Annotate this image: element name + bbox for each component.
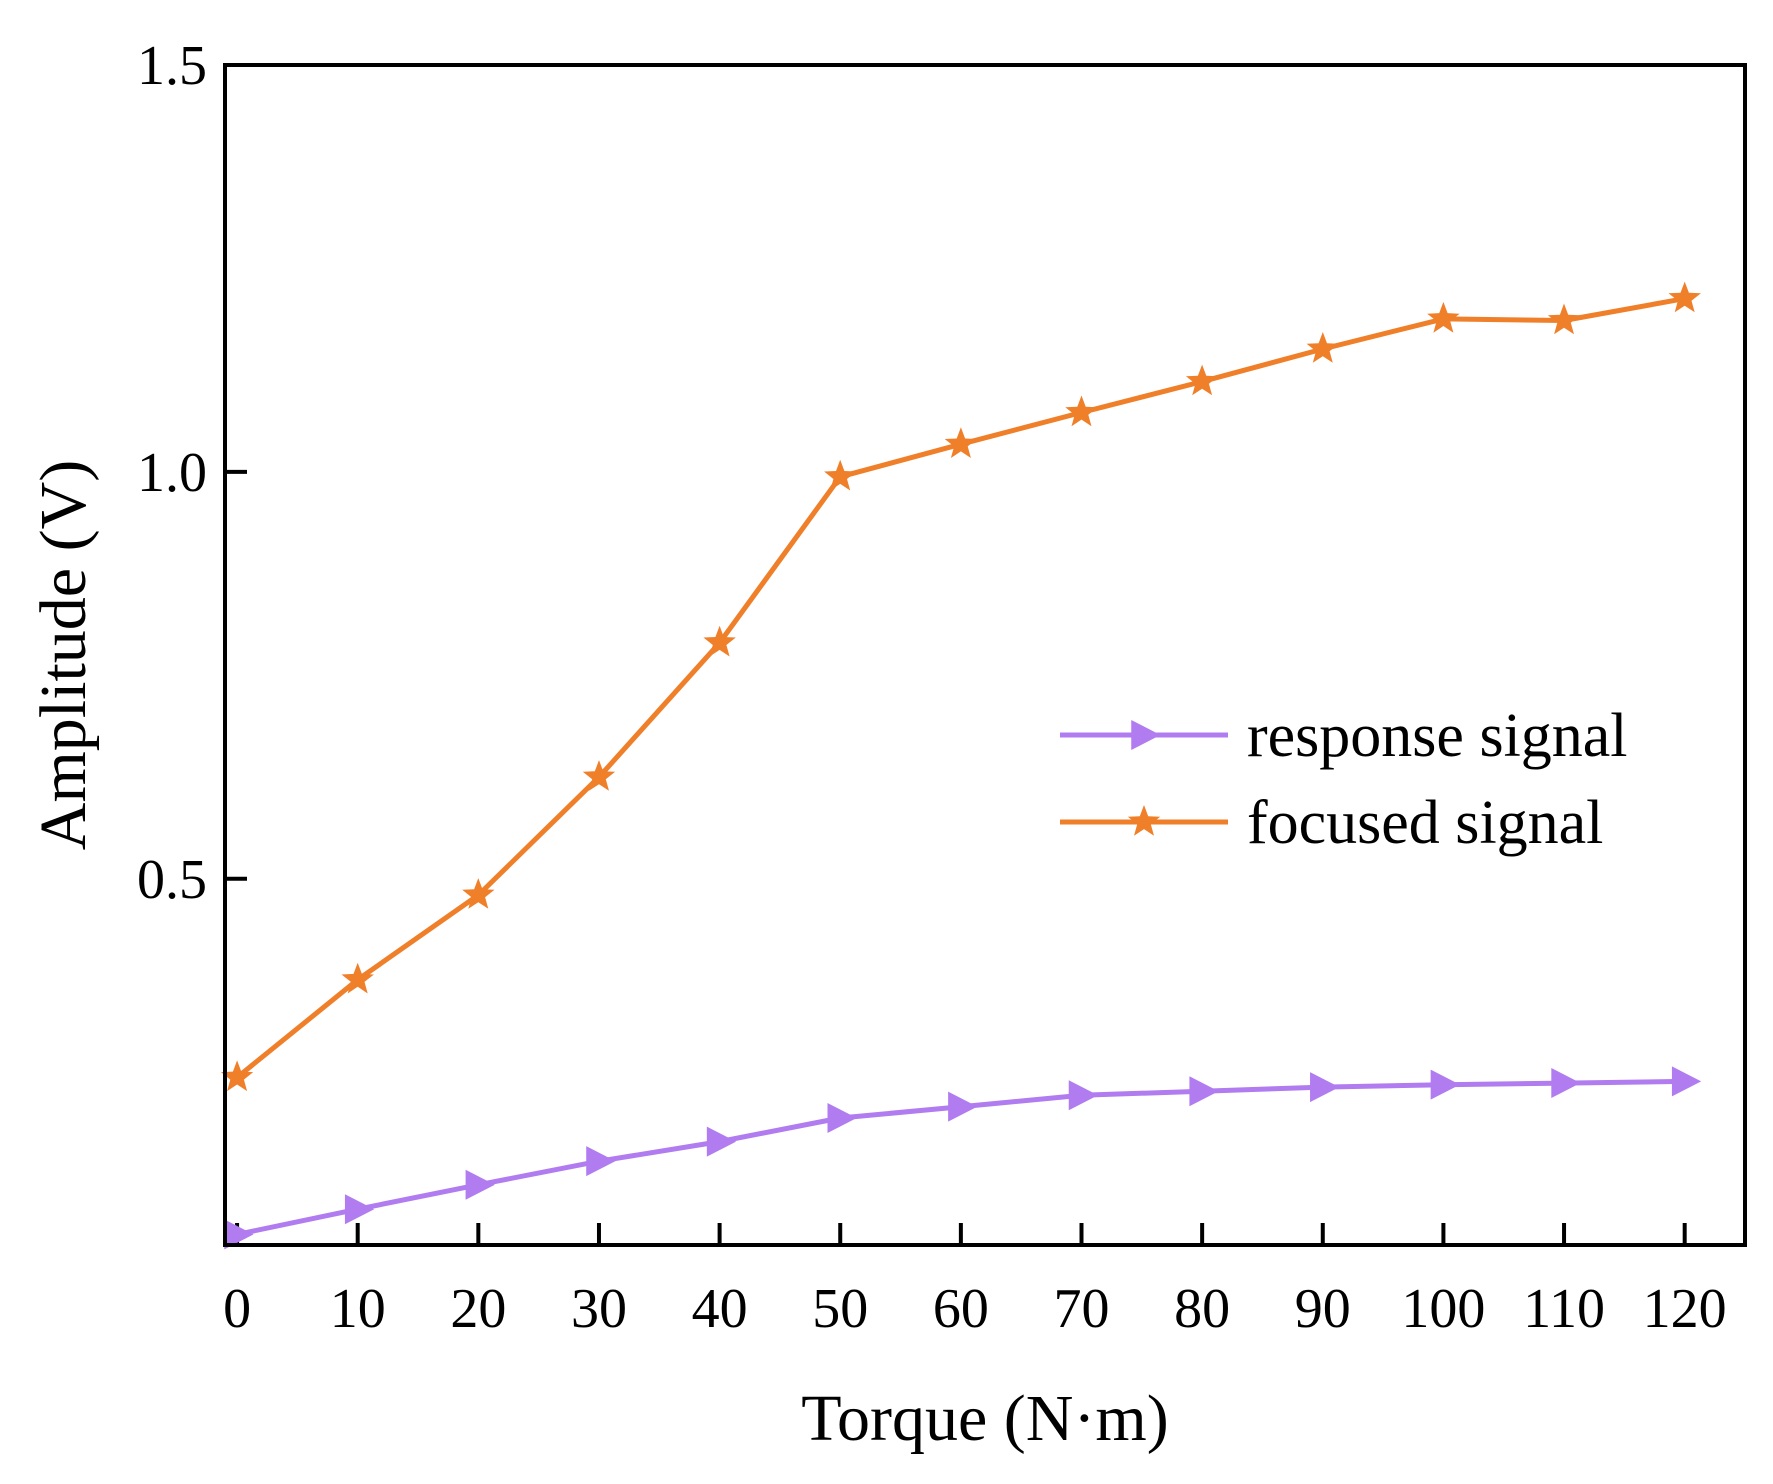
x-tick-label: 0 bbox=[223, 1278, 251, 1340]
legend-item-focused: focused signal bbox=[1060, 789, 1603, 857]
y-axis-title: Amplitude (V) bbox=[27, 460, 100, 850]
x-tick-label: 20 bbox=[450, 1278, 506, 1340]
data-point-marker bbox=[1430, 1069, 1460, 1100]
legend-marker-response bbox=[1131, 720, 1161, 750]
data-point-marker bbox=[1186, 364, 1219, 396]
x-axis-title: Torque (N·m) bbox=[801, 1382, 1168, 1455]
legend-label-focused: focused signal bbox=[1247, 789, 1603, 857]
data-point-marker bbox=[824, 459, 857, 491]
data-point-marker bbox=[1189, 1076, 1219, 1107]
x-tick-label: 50 bbox=[812, 1278, 868, 1340]
legend: response signal focused signal bbox=[1060, 702, 1628, 857]
data-point-marker bbox=[1671, 1066, 1702, 1097]
legend-label-response: response signal bbox=[1247, 702, 1628, 770]
data-point-marker bbox=[1310, 1072, 1340, 1103]
x-tick-label: 120 bbox=[1643, 1278, 1727, 1340]
data-point-marker bbox=[344, 1194, 375, 1225]
x-tick-label: 10 bbox=[330, 1278, 386, 1340]
data-point-marker bbox=[1547, 303, 1581, 335]
legend-item-response: response signal bbox=[1060, 702, 1628, 770]
data-point-marker bbox=[1065, 395, 1098, 427]
data-point-marker bbox=[224, 1219, 254, 1250]
data-point-marker bbox=[341, 962, 374, 994]
data-point-marker bbox=[706, 1126, 737, 1157]
data-point-marker bbox=[703, 625, 736, 657]
data-point-marker bbox=[1427, 301, 1460, 333]
data-point-marker bbox=[582, 760, 616, 791]
data-point-marker bbox=[827, 1103, 857, 1134]
series-line-1 bbox=[235, 296, 1686, 1080]
plot-frame bbox=[223, 63, 1747, 1247]
x-tick-label: 60 bbox=[933, 1278, 989, 1340]
data-point-marker bbox=[465, 1169, 495, 1200]
data-point-marker bbox=[462, 878, 495, 909]
x-tick-label: 90 bbox=[1295, 1278, 1351, 1340]
x-tick-label: 70 bbox=[1054, 1278, 1110, 1340]
legend-marker-focused bbox=[1127, 805, 1161, 836]
x-tick-label: 110 bbox=[1523, 1278, 1605, 1340]
data-point-marker bbox=[586, 1146, 616, 1177]
data-point-marker bbox=[1551, 1068, 1581, 1099]
x-tick-label: 40 bbox=[692, 1278, 748, 1340]
data-point-marker bbox=[948, 1091, 978, 1122]
x-tick-label: 100 bbox=[1401, 1278, 1485, 1340]
series-layer bbox=[220, 281, 1702, 1250]
ticks-layer: 0 10 20 30 40 50 60 70 80 90 100 110 120 0.5 1.0 1.5 bbox=[137, 35, 1727, 1340]
x-tick-label: 80 bbox=[1174, 1278, 1230, 1340]
data-point-marker bbox=[1668, 281, 1701, 313]
y-tick-label: 1.5 bbox=[137, 35, 207, 97]
y-tick-label: 0.5 bbox=[137, 849, 207, 911]
y-tick-label: 1.0 bbox=[137, 442, 207, 504]
data-point-marker bbox=[1068, 1080, 1099, 1111]
data-point-marker bbox=[220, 1060, 254, 1092]
data-point-marker bbox=[1306, 332, 1339, 363]
x-tick-label: 30 bbox=[571, 1278, 627, 1340]
data-point-marker bbox=[944, 427, 977, 458]
